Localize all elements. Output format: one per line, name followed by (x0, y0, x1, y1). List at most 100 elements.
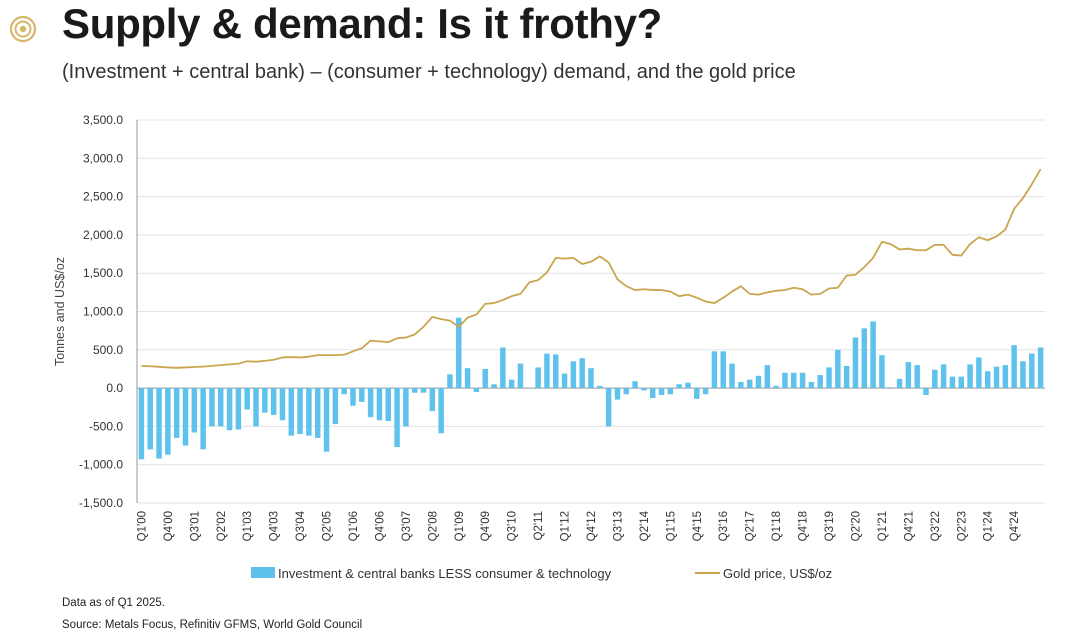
x-tick-label: Q3'19 (824, 511, 836, 541)
bar (411, 388, 418, 393)
bar (967, 364, 973, 389)
x-tick-label: Q3'16 (718, 511, 730, 541)
bar (923, 388, 929, 395)
bar (702, 388, 709, 395)
bar (773, 385, 779, 389)
bar (958, 376, 964, 389)
bar (165, 388, 171, 455)
bar (1002, 365, 1009, 389)
x-tick-label: Q4'24 (1009, 510, 1021, 541)
bar (147, 388, 153, 450)
bar (676, 384, 682, 389)
bar (438, 388, 444, 434)
bar (456, 317, 462, 389)
x-tick-label: Q3'01 (189, 511, 201, 541)
bar (764, 365, 771, 389)
x-tick-label: Q3'22 (930, 511, 942, 541)
bar (332, 388, 339, 425)
bar (614, 388, 621, 400)
bar (579, 358, 585, 389)
y-tick-label: 2,000.0 (83, 228, 123, 242)
bar (394, 388, 400, 448)
gold-chart: 3,500.0 3,000.0 2,500.0 2,000.0 1,500.0 1,000… (53, 113, 1045, 581)
bar (156, 388, 162, 459)
bar (491, 384, 497, 389)
y-tick-label: 500.0 (93, 343, 123, 357)
x-tick-label: Q4'21 (903, 511, 915, 541)
x-tick-label: Q2'11 (533, 511, 545, 540)
bar (244, 388, 250, 410)
bar (949, 376, 956, 389)
y-tick-label: 3,000.0 (83, 151, 123, 165)
bar (755, 375, 762, 389)
page-subtitle: (Investment + central bank) – (consumer … (62, 61, 796, 83)
y-tick-label: 1,000.0 (83, 305, 123, 319)
bar (852, 337, 859, 389)
x-tick-label: Q4'09 (480, 511, 492, 541)
legend-bar-swatch (251, 567, 275, 578)
x-tick-label: Q2'05 (322, 511, 334, 541)
bar (746, 379, 753, 389)
legend-line-label: Gold price, US$/oz (723, 566, 832, 581)
bar (138, 388, 145, 460)
x-tick-label: Q2'02 (216, 511, 228, 541)
bar (905, 362, 912, 389)
bar (826, 367, 832, 389)
logo-icon (9, 15, 37, 43)
data-note: Data as of Q1 2025. (62, 597, 165, 609)
bar (297, 388, 303, 435)
bar (782, 372, 788, 389)
bar (632, 381, 638, 389)
bar (359, 388, 365, 402)
bar (588, 368, 594, 389)
bar (420, 388, 427, 393)
x-tick-label: Q1'21 (877, 511, 889, 541)
x-tick-label: Q4'03 (269, 511, 281, 541)
bar (500, 347, 506, 389)
x-tick-label: Q1'06 (348, 511, 360, 541)
bar (791, 372, 797, 389)
x-tick-label: Q3'04 (295, 510, 307, 541)
bar (817, 375, 823, 389)
x-tick-label: Q2'23 (956, 511, 968, 541)
x-tick-label: Q1'00 (136, 511, 148, 541)
bar (879, 355, 885, 389)
x-tick-label: Q3'13 (612, 511, 624, 541)
gold-price-line (141, 168, 1042, 369)
x-tick-label: Q1'03 (242, 511, 254, 541)
bar (914, 365, 920, 389)
bar (641, 388, 647, 391)
bar (711, 351, 718, 389)
x-tick-label: Q1'18 (771, 511, 783, 541)
bar (385, 388, 391, 422)
bar (694, 388, 700, 399)
y-tick-label: 0.0 (106, 381, 123, 395)
bar (535, 367, 541, 389)
y-tick-label: 2,500.0 (83, 190, 123, 204)
bar (350, 388, 356, 406)
x-tick-label: Q2'14 (639, 510, 651, 541)
bar (482, 368, 488, 389)
bar (729, 363, 735, 389)
bar (218, 388, 224, 427)
bar (429, 388, 436, 412)
bar (473, 388, 480, 392)
bar (182, 388, 189, 446)
y-tick-label: -1,500.0 (79, 496, 123, 510)
x-tick-label: Q4'12 (586, 511, 598, 541)
y-tick-label: 1,500.0 (83, 266, 123, 280)
bar (570, 361, 577, 389)
bar (341, 388, 347, 395)
bar (508, 379, 515, 389)
y-axis-title: Tonnes and US$/oz (53, 257, 67, 366)
bar (323, 388, 330, 452)
bar (932, 369, 938, 389)
y-tick-label: -1,000.0 (79, 458, 123, 472)
bar (720, 351, 726, 389)
legend-bar-label: Investment & central banks LESS consumer… (278, 566, 612, 581)
bar (799, 372, 806, 389)
bar (226, 388, 233, 431)
x-tick-label: Q1'12 (560, 511, 572, 541)
bar (808, 381, 815, 389)
bar (262, 388, 268, 413)
